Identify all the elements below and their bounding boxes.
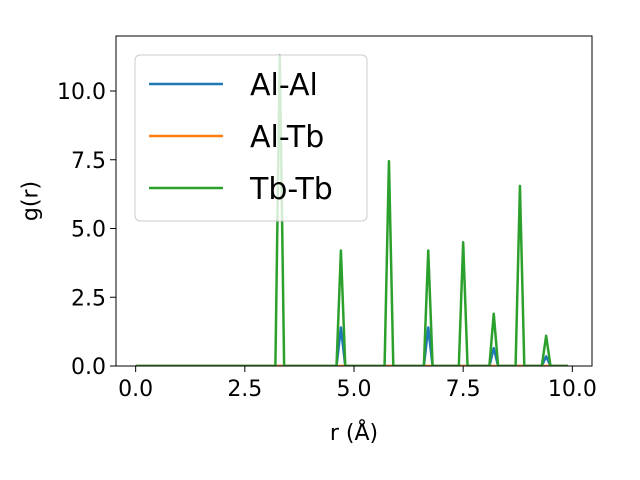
y-axis-label: g(r) [19,181,44,221]
legend-label: Al-Al [250,68,318,103]
series-line-tb-tb [135,54,568,366]
y-tick-label: 5.0 [71,218,106,243]
legend-label: Al-Tb [250,120,324,155]
series-line-al-al [135,326,568,366]
y-axis-ticks: 0.0 2.5 5.0 7.5 10.0 [57,80,116,380]
legend-label: Tb-Tb [249,172,333,207]
x-axis-label: r (Å) [330,419,378,446]
x-axis-ticks: 0.0 2.5 5.0 7.5 10.0 [118,366,597,402]
y-tick-label: 0.0 [71,355,106,380]
x-tick-label: 2.5 [227,377,262,402]
y-tick-label: 2.5 [71,286,106,311]
y-tick-label: 7.5 [71,149,106,174]
y-tick-label: 10.0 [57,80,106,105]
legend-box [134,54,368,222]
legend: Al-Al Al-Tb Tb-Tb [134,54,368,222]
x-tick-label: 7.5 [446,377,481,402]
x-tick-label: 5.0 [337,377,372,402]
plot-series [135,54,568,366]
x-tick-label: 10.0 [548,377,597,402]
x-tick-label: 0.0 [118,377,153,402]
